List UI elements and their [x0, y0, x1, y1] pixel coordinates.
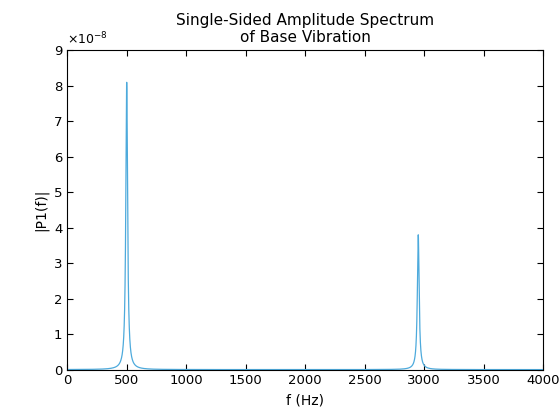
Text: $\times10^{-8}$: $\times10^{-8}$ [67, 31, 108, 47]
X-axis label: f (Hz): f (Hz) [286, 393, 324, 407]
Title: Single-Sided Amplitude Spectrum
of Base Vibration: Single-Sided Amplitude Spectrum of Base … [176, 13, 434, 45]
Y-axis label: |P1(f)|: |P1(f)| [34, 189, 48, 231]
